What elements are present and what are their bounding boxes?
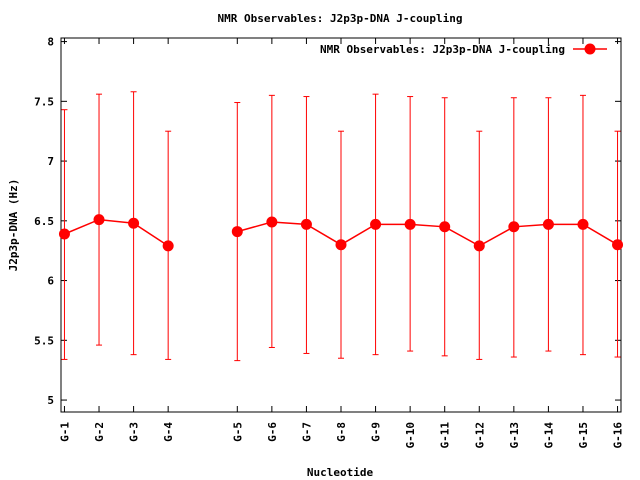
- y-axis-label: J2p3p-DNA (Hz): [7, 179, 20, 272]
- data-point: [162, 240, 174, 252]
- data-point: [231, 226, 243, 238]
- x-tick-label: G-8: [335, 422, 348, 442]
- y-tick-label: 7: [47, 155, 54, 168]
- data-point: [266, 216, 278, 228]
- y-tick-label: 6.5: [34, 215, 54, 228]
- x-tick-label: G-4: [162, 422, 175, 442]
- data-point: [300, 218, 312, 230]
- x-tick-label: G-5: [231, 422, 244, 442]
- x-tick-label: G-13: [508, 422, 521, 449]
- legend-marker: [584, 43, 596, 55]
- chart-title: NMR Observables: J2p3p-DNA J-coupling: [217, 12, 462, 25]
- legend-label: NMR Observables: J2p3p-DNA J-coupling: [320, 43, 565, 56]
- y-tick-label: 6: [47, 275, 54, 288]
- x-tick-label: G-6: [266, 422, 279, 442]
- x-tick-label: G-11: [439, 422, 452, 449]
- data-point: [58, 228, 70, 240]
- x-tick-label: G-9: [370, 422, 383, 442]
- x-tick-label: G-12: [473, 422, 486, 449]
- x-tick-label: G-7: [300, 422, 313, 442]
- data-point: [439, 221, 451, 233]
- series-line-path: [64, 218, 618, 247]
- x-axis-label: Nucleotide: [307, 466, 374, 479]
- data-point: [612, 239, 624, 251]
- x-tick-label: G-16: [612, 422, 625, 449]
- x-tick-label: G-1: [58, 422, 71, 442]
- data-point: [370, 218, 382, 230]
- x-tick-label: G-3: [128, 422, 141, 442]
- data-point: [508, 221, 520, 233]
- y-tick-label: 8: [47, 36, 54, 49]
- x-axis: G-1 G-2 G-3 G-4 G-5 G-6 G-7 G-8 G-9 G-10 G-11 G-12 G…: [58, 38, 625, 449]
- x-tick-label: G-15: [577, 422, 590, 449]
- y-tick-label: 5: [47, 394, 54, 407]
- y-tick-label: 5.5: [34, 334, 54, 347]
- data-point: [335, 239, 347, 251]
- x-tick-label: G-10: [404, 422, 417, 449]
- data-point: [473, 240, 485, 252]
- data-point: [577, 218, 589, 230]
- legend: NMR Observables: J2p3p-DNA J-coupling: [320, 43, 607, 56]
- data-point: [93, 214, 105, 226]
- x-tick-label: G-2: [93, 422, 106, 442]
- data-point: [404, 218, 416, 230]
- data-point: [542, 218, 554, 230]
- series-line: [58, 91, 624, 362]
- data-point: [128, 217, 140, 229]
- y-tick-label: 7.5: [34, 95, 54, 108]
- x-tick-label: G-14: [542, 422, 555, 449]
